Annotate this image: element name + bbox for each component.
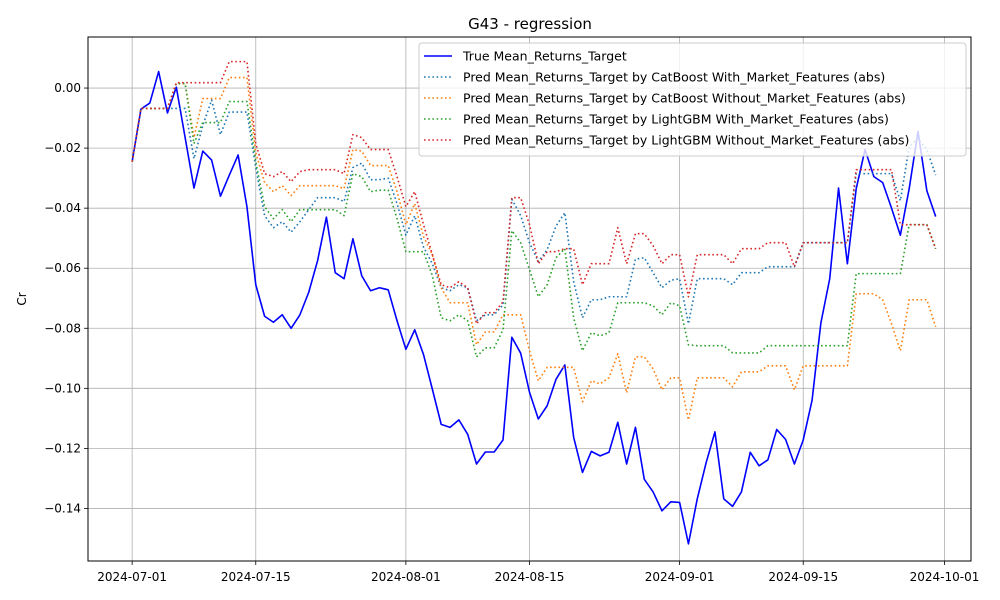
y-tick-label: 0.00 [54, 81, 81, 95]
legend-label-1: True Mean_Returns_Target [462, 49, 627, 64]
x-tick-label: 2024-08-15 [495, 570, 565, 584]
x-tick-label: 2024-09-01 [645, 570, 715, 584]
x-tick-label: 2024-07-01 [97, 570, 167, 584]
series-line-5 [131, 60, 937, 325]
y-tick-label: −0.10 [44, 381, 81, 395]
y-tick-label: −0.14 [44, 501, 81, 515]
grid [88, 37, 971, 561]
y-tick-label: −0.02 [44, 141, 81, 155]
series-line-2 [131, 99, 937, 325]
x-tick-label: 2024-07-15 [221, 570, 291, 584]
plot-series [131, 60, 937, 545]
series-line-4 [131, 82, 937, 358]
x-tick-label: 2024-08-01 [371, 570, 441, 584]
y-tick-label: −0.04 [44, 201, 81, 215]
y-tick-label: −0.12 [44, 441, 81, 455]
y-tick-label: −0.08 [44, 321, 81, 335]
legend: True Mean_Returns_Target Pred Mean_Return… [418, 42, 967, 157]
x-axis: 2024-07-01 2024-07-15 2024-08-01 2024-08-15… [97, 561, 979, 584]
y-axis-label: Cr [15, 292, 29, 305]
legend-label-3: Pred Mean_Returns_Target by CatBoost Wit… [463, 91, 906, 106]
legend-box [418, 42, 967, 157]
chart-title: G43 - regression [468, 15, 592, 33]
series-line-1 [131, 70, 937, 545]
y-axis: 0.00 −0.02 −0.04 −0.06 −0.08 −0.10 −0.12 −0.14 [44, 81, 88, 515]
legend-label-5: Pred Mean_Returns_Target by LightGBM Wit… [463, 133, 909, 148]
legend-label-4: Pred Mean_Returns_Target by LightGBM Wit… [463, 112, 889, 127]
x-tick-label: 2024-09-15 [768, 570, 838, 584]
x-tick-label: 2024-10-01 [910, 570, 980, 584]
legend-label-2: Pred Mean_Returns_Target by CatBoost Wit… [463, 70, 885, 85]
y-tick-label: −0.06 [44, 261, 81, 275]
